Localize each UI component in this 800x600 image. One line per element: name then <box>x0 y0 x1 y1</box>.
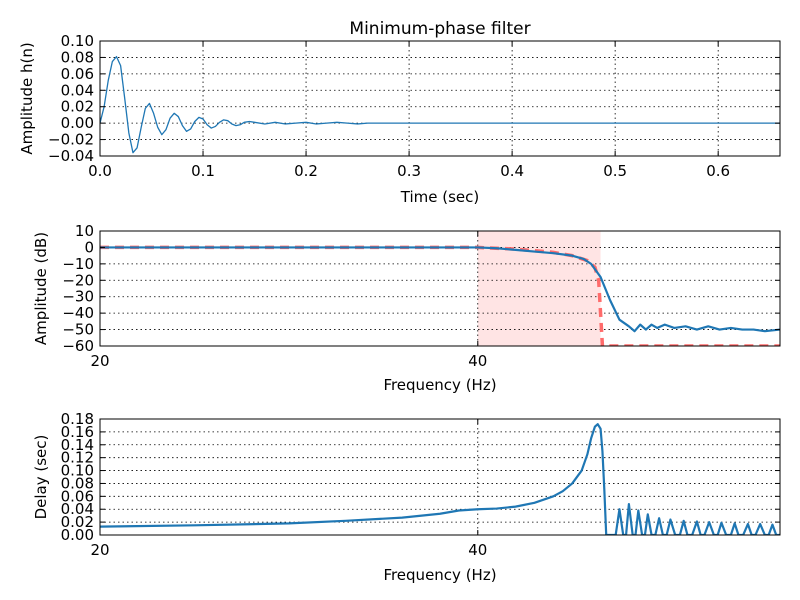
impulse-plot-frame <box>99 40 781 157</box>
magnitude-x-axis-label: Frequency (Hz) <box>383 376 496 394</box>
delay-ytick-label-6: 0.12 <box>61 449 94 467</box>
delay-y-axis-label: Delay (sec) <box>32 435 50 520</box>
magnitude-xtick-label-0: 20 <box>90 352 109 370</box>
impulse-ytick-label-2: 0.00 <box>61 114 94 132</box>
delay-ytick-label-1: 0.02 <box>61 513 94 531</box>
magnitude-series-1 <box>100 246 780 333</box>
magnitude-ytick-label-3: −30 <box>62 288 94 306</box>
delay-xtick-label-1: 40 <box>468 541 487 559</box>
delay-ytick-label-4: 0.08 <box>61 474 94 492</box>
delay-ytick-label-5: 0.10 <box>61 462 94 480</box>
impulse-xtick-label-2: 0.2 <box>294 162 318 180</box>
magnitude-ytick-label-1: −50 <box>62 321 94 339</box>
magnitude-ytick-label-5: −10 <box>62 255 94 273</box>
impulse-xtick-label-1: 0.1 <box>191 162 215 180</box>
magnitude-ytick-label-0: −60 <box>62 337 94 355</box>
impulse-series-0 <box>100 55 780 154</box>
delay-ytick-label-9: 0.18 <box>61 410 94 428</box>
impulse-xtick-label-5: 0.5 <box>603 162 627 180</box>
group-delay-chart: 20 40 0.000.020.040.060.080.100.120.140.16… <box>32 410 781 584</box>
delay-ytick-label-3: 0.06 <box>61 487 94 505</box>
impulse-xtick-label-3: 0.3 <box>397 162 421 180</box>
delay-ytick-label-7: 0.14 <box>61 436 94 454</box>
magnitude-ytick-label-2: −40 <box>62 304 94 322</box>
magnitude-y-axis-label: Amplitude (dB) <box>32 232 50 345</box>
impulse-ytick-label-5: 0.06 <box>61 65 94 83</box>
magnitude-ytick-label-7: 10 <box>75 222 94 240</box>
impulse-ytick-label-0: −0.04 <box>48 147 94 165</box>
impulse-ytick-label-4: 0.04 <box>61 81 94 99</box>
delay-series-0 <box>100 423 780 535</box>
delay-plot-frame <box>99 418 781 536</box>
impulse-ytick-label-3: 0.02 <box>61 98 94 116</box>
impulse-xtick-label-0: 0.0 <box>88 162 112 180</box>
magnitude-xtick-label-1: 40 <box>468 352 487 370</box>
impulse-ytick-label-7: 0.10 <box>61 32 94 50</box>
delay-ytick-label-2: 0.04 <box>61 500 94 518</box>
impulse-xtick-label-4: 0.4 <box>500 162 524 180</box>
impulse-ytick-label-6: 0.08 <box>61 48 94 66</box>
impulse-x-axis-label: Time (sec) <box>400 188 479 206</box>
delay-xtick-label-0: 20 <box>90 541 109 559</box>
impulse-xtick-label-6: 0.6 <box>706 162 730 180</box>
magnitude-ytick-label-4: −20 <box>62 271 94 289</box>
delay-ytick-label-0: 0.00 <box>61 526 94 544</box>
impulse-y-axis-label: Amplitude h(n) <box>18 42 36 154</box>
impulse-chart-title: Minimum-phase filter <box>349 19 530 39</box>
impulse-response-chart: 0.0 0.1 0.2 0.3 0.4 0.5 0.6−0.04−0.020.000.020… <box>18 19 781 206</box>
delay-ytick-label-8: 0.16 <box>61 423 94 441</box>
delay-x-axis-label: Frequency (Hz) <box>383 566 496 584</box>
magnitude-plot-frame <box>99 230 781 347</box>
magnitude-ytick-label-6: 0 <box>84 238 94 256</box>
impulse-ytick-label-1: −0.02 <box>48 131 94 149</box>
